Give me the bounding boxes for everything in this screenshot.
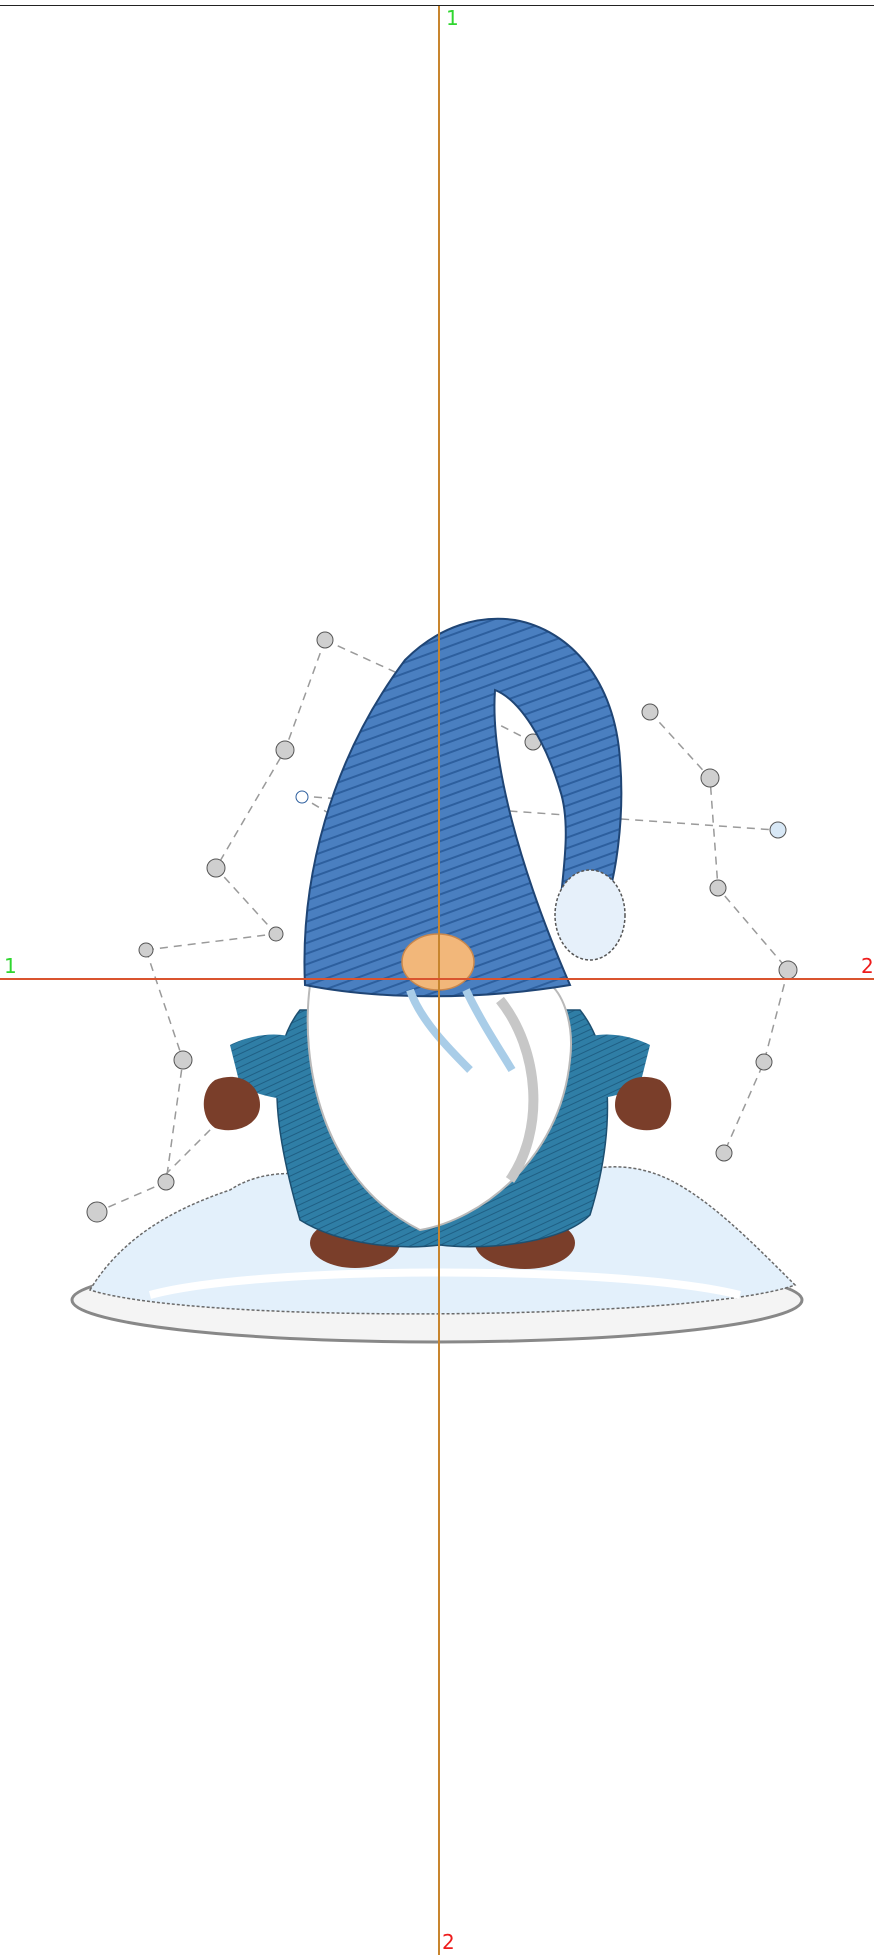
- vertical-guide-line[interactable]: [438, 6, 440, 1955]
- gnome-mittens: [203, 1076, 672, 1131]
- stitch-markers: [86, 631, 798, 1223]
- horizontal-guide-end-label: 2: [861, 954, 874, 978]
- horizontal-guide-line[interactable]: [0, 978, 874, 980]
- gnome-hat: [303, 617, 626, 998]
- vertical-guide-start-label: 1: [446, 6, 459, 30]
- vertical-guide-end-label: 2: [442, 1930, 455, 1954]
- horizontal-guide-start-label: 1: [4, 954, 17, 978]
- canvas-top-border: [0, 5, 874, 6]
